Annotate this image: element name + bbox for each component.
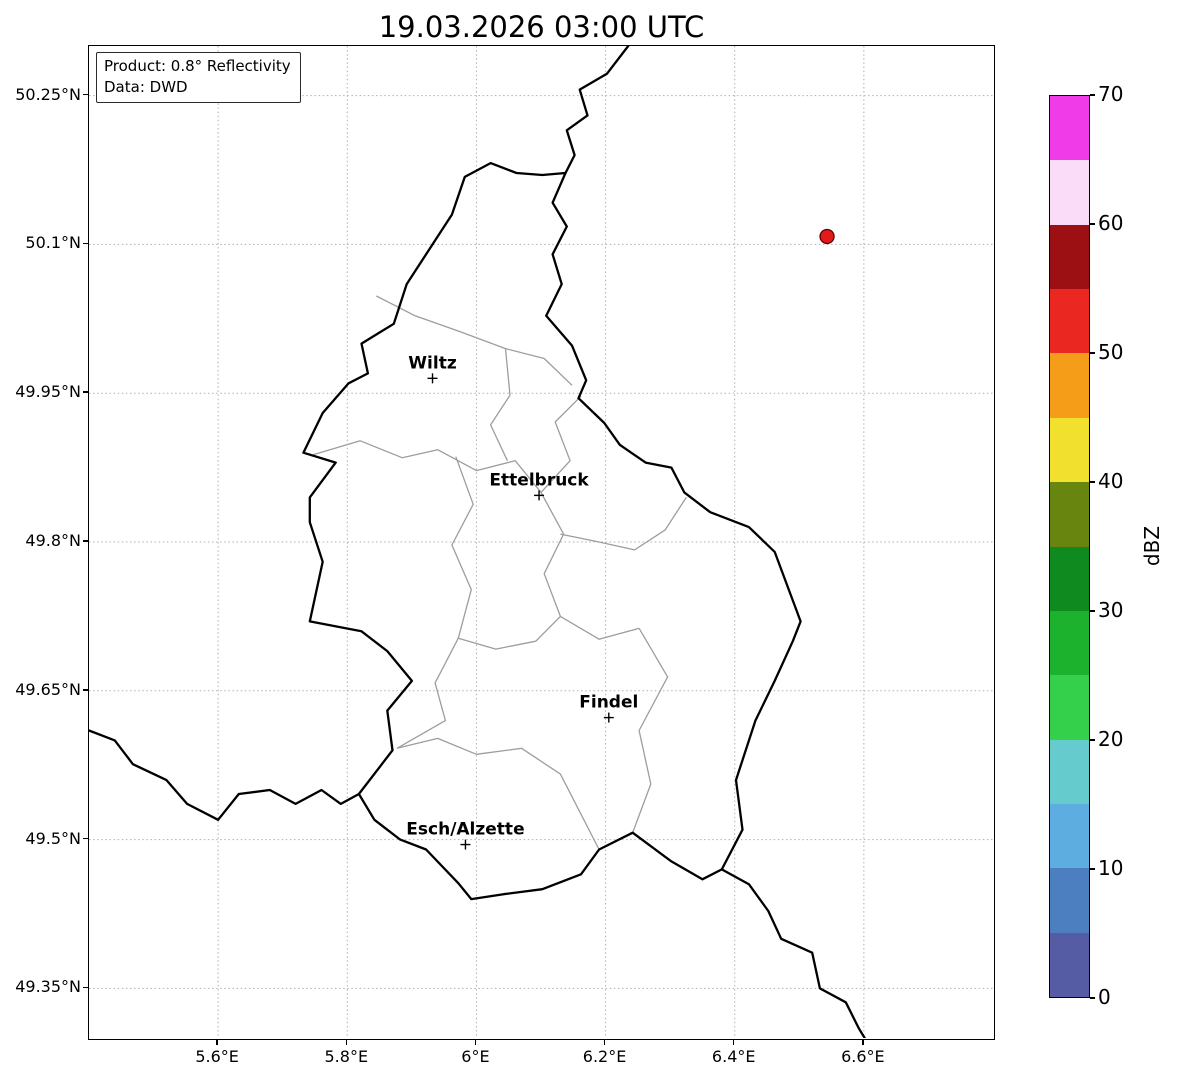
x-tick-label: 5.6°E	[195, 1047, 239, 1066]
district-border	[451, 456, 474, 639]
colorbar-segment	[1050, 803, 1089, 869]
district-border	[489, 348, 511, 461]
y-tick-mark	[83, 986, 88, 989]
colorbar-tick-label: 50	[1098, 340, 1124, 364]
colorbar-tick-label: 20	[1098, 727, 1124, 751]
city-label: Esch/Alzette	[406, 820, 524, 840]
colorbar-tick-label: 70	[1098, 82, 1124, 106]
colorbar-segment	[1050, 675, 1089, 740]
national-border	[564, 46, 630, 175]
y-tick-mark	[83, 689, 88, 691]
x-tick-label: 6.2°E	[582, 1047, 627, 1066]
national-border	[89, 729, 361, 821]
y-tick-mark	[83, 391, 88, 393]
y-tick-mark	[83, 837, 88, 840]
colorbar-segment	[1050, 932, 1089, 998]
colorbar-tick-label: 0	[1098, 985, 1111, 1009]
y-tick-label: 50.25°N	[15, 84, 81, 104]
data-source-line: Data: DWD	[104, 78, 188, 96]
radar-echo-point	[819, 228, 835, 245]
map-plot-area: Wiltz Ettelbruck Findel Esch/Alzette Produc…	[88, 45, 995, 1040]
district-border	[458, 615, 640, 650]
district-border	[540, 492, 565, 617]
figure-title: 19.03.2026 03:00 UTC	[378, 10, 705, 44]
colorbar-segment	[1050, 224, 1089, 290]
x-tick-mark	[474, 1040, 477, 1045]
district-border	[632, 627, 669, 833]
y-tick-mark	[83, 540, 88, 542]
x-tick-mark	[345, 1040, 348, 1045]
y-tick-mark	[83, 93, 88, 96]
product-info-line: Product: 0.8° Reflectivity	[104, 57, 291, 75]
colorbar-tick-label: 60	[1098, 211, 1124, 235]
product-info-box: Product: 0.8° Reflectivity Data: DWD	[96, 52, 301, 103]
city-label: Ettelbruck	[489, 470, 589, 490]
colorbar-segment	[1050, 482, 1089, 547]
district-border	[396, 637, 459, 749]
x-tick-label: 6.6°E	[841, 1047, 885, 1066]
country-border-luxembourg	[302, 161, 802, 901]
x-tick-mark	[603, 1040, 606, 1045]
y-tick-label: 49.8°N	[25, 531, 81, 550]
y-tick-label: 50.1°N	[25, 233, 81, 253]
colorbar-tick-mark	[1090, 481, 1095, 483]
y-tick-label: 49.65°N	[15, 679, 81, 699]
colorbar-segment	[1050, 353, 1089, 418]
district-border	[560, 497, 687, 551]
colorbar-segment	[1050, 417, 1089, 483]
x-tick-label: 6°E	[461, 1047, 490, 1066]
colorbar-tick-label: 40	[1098, 469, 1124, 493]
y-tick-label: 49.95°N	[15, 382, 81, 402]
x-tick-mark	[732, 1040, 735, 1045]
district-border	[540, 395, 582, 493]
colorbar-unit-label: dBZ	[1140, 525, 1164, 567]
x-tick-label: 5.8°E	[324, 1047, 369, 1066]
colorbar	[1049, 95, 1090, 998]
national-border	[720, 868, 867, 1038]
colorbar-tick-label: 30	[1098, 598, 1124, 622]
colorbar-segment	[1050, 868, 1089, 933]
district-border	[376, 295, 573, 386]
colorbar-segment	[1050, 160, 1089, 225]
y-tick-label: 49.5°N	[25, 828, 81, 848]
colorbar-tick-mark	[1090, 352, 1095, 354]
x-tick-label: 6.4°E	[711, 1047, 756, 1066]
colorbar-segment	[1050, 610, 1089, 676]
x-tick-mark	[862, 1040, 864, 1045]
y-tick-mark	[83, 242, 88, 245]
colorbar-segment	[1050, 96, 1089, 161]
colorbar-segment	[1050, 739, 1089, 804]
colorbar-tick-mark	[1090, 739, 1095, 741]
district-border	[312, 440, 542, 493]
colorbar-tick-label: 10	[1098, 856, 1124, 880]
map-canvas: Wiltz Ettelbruck Findel Esch/Alzette	[89, 46, 993, 1038]
district-border	[396, 737, 600, 850]
x-tick-mark	[216, 1040, 218, 1045]
city-label: Findel	[579, 693, 638, 713]
y-tick-label: 49.35°N	[15, 977, 81, 997]
city-label: Wiltz	[408, 353, 457, 373]
colorbar-tick-mark	[1090, 223, 1095, 225]
colorbar-tick-mark	[1090, 868, 1095, 870]
colorbar-tick-mark	[1090, 610, 1095, 612]
colorbar-tick-mark	[1090, 997, 1095, 999]
colorbar-segment	[1050, 546, 1089, 611]
colorbar-tick-mark	[1090, 94, 1095, 96]
colorbar-segment	[1050, 289, 1089, 354]
